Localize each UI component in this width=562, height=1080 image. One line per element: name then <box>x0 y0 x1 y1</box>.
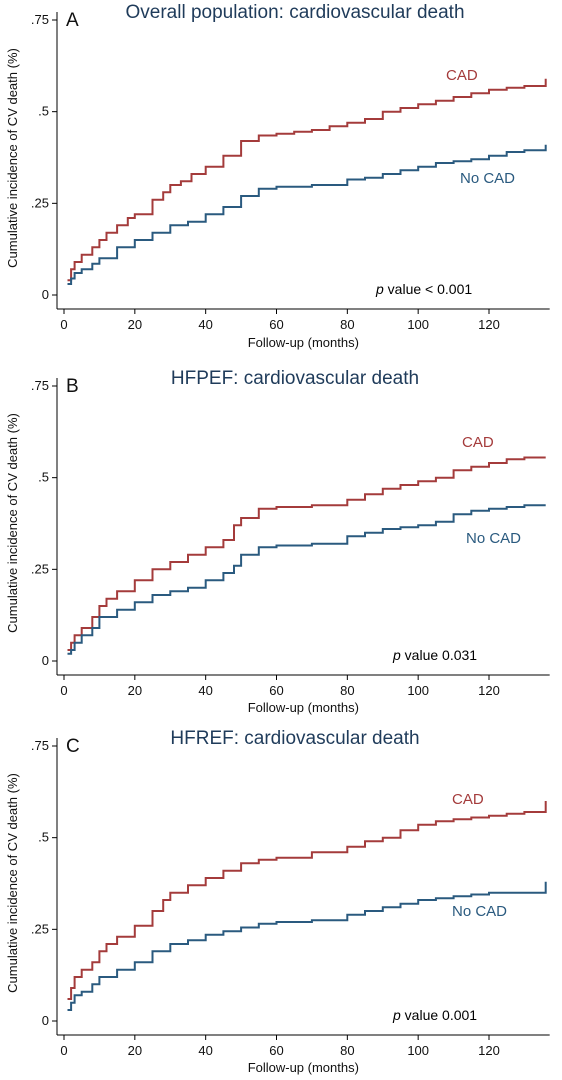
x-tick-label: 120 <box>478 317 500 332</box>
x-tick-label: 40 <box>198 683 212 698</box>
series-label: No CAD <box>452 903 507 920</box>
x-tick-label: 20 <box>128 683 142 698</box>
y-tick-label: .75 <box>31 12 49 27</box>
series-label: CAD <box>452 791 484 808</box>
series-line-no-cad <box>67 504 546 655</box>
y-tick-label: 0 <box>42 1013 49 1028</box>
panel-letter: A <box>66 10 79 31</box>
x-tick-label: 40 <box>198 317 212 332</box>
panel-letter: C <box>66 736 80 757</box>
panel-title: HFPEF: cardiovascular death <box>171 368 419 389</box>
x-tick-label: 120 <box>478 1043 500 1058</box>
panel-title: Overall population: cardiovascular death <box>125 2 464 23</box>
x-tick-label: 0 <box>60 683 67 698</box>
x-tick-label: 0 <box>60 317 67 332</box>
p-value-annotation: p value 0.001 <box>392 1007 477 1023</box>
x-tick-label: 80 <box>340 1043 354 1058</box>
x-axis-title: Follow-up (months) <box>248 700 359 715</box>
panel-letter: B <box>66 376 79 397</box>
x-tick-label: 60 <box>269 1043 283 1058</box>
panel-title: HFREF: cardiovascular death <box>170 728 419 749</box>
p-value-annotation: p value 0.031 <box>392 647 477 663</box>
panel-b: 0 .25 .5 .75 0 20 40 60 80 100 120 Follow-up (month… <box>5 368 550 715</box>
y-tick-label: .75 <box>31 378 49 393</box>
y-tick-label: .75 <box>31 738 49 753</box>
y-tick-label: 0 <box>42 653 49 668</box>
series-label: No CAD <box>460 170 515 187</box>
y-tick-label: .5 <box>38 104 49 119</box>
series-line-no-cad <box>67 144 547 285</box>
y-axis-title: Cumulative incidence of CV death (%) <box>5 413 20 633</box>
x-tick-label: 80 <box>340 683 354 698</box>
series-line-cad <box>67 801 547 1000</box>
series-label: CAD <box>446 67 478 84</box>
p-value-annotation: p value < 0.001 <box>375 281 472 297</box>
x-tick-label: 40 <box>198 1043 212 1058</box>
x-axis-title: Follow-up (months) <box>248 1060 359 1075</box>
x-tick-label: 100 <box>407 317 429 332</box>
y-axis-title: Cumulative incidence of CV death (%) <box>5 773 20 993</box>
y-axis-title: Cumulative incidence of CV death (%) <box>5 48 20 268</box>
panel-a: 0 .25 .5 .75 0 20 40 60 80 100 120 Follow-up (month… <box>5 2 550 350</box>
y-tick-label: .5 <box>38 830 49 845</box>
y-tick-label: .5 <box>38 470 49 485</box>
x-axis-title: Follow-up (months) <box>248 335 359 350</box>
series-label: CAD <box>462 434 494 451</box>
y-tick-label: .25 <box>31 561 49 576</box>
x-tick-label: 20 <box>128 1043 142 1058</box>
series-line-cad <box>67 78 547 282</box>
series-line-no-cad <box>67 881 547 1011</box>
x-tick-label: 60 <box>269 317 283 332</box>
x-tick-label: 0 <box>60 1043 67 1058</box>
y-tick-label: .25 <box>31 195 49 210</box>
x-tick-label: 120 <box>478 683 500 698</box>
x-tick-label: 20 <box>128 317 142 332</box>
series-line-cad <box>67 456 546 651</box>
x-tick-label: 80 <box>340 317 354 332</box>
panel-c: 0 .25 .5 .75 0 20 40 60 80 100 120 Follow-up (month… <box>5 728 550 1075</box>
y-tick-label: 0 <box>42 287 49 302</box>
series-label: No CAD <box>466 530 521 547</box>
x-tick-label: 60 <box>269 683 283 698</box>
x-tick-label: 100 <box>407 683 429 698</box>
x-tick-label: 100 <box>407 1043 429 1058</box>
y-tick-label: .25 <box>31 921 49 936</box>
